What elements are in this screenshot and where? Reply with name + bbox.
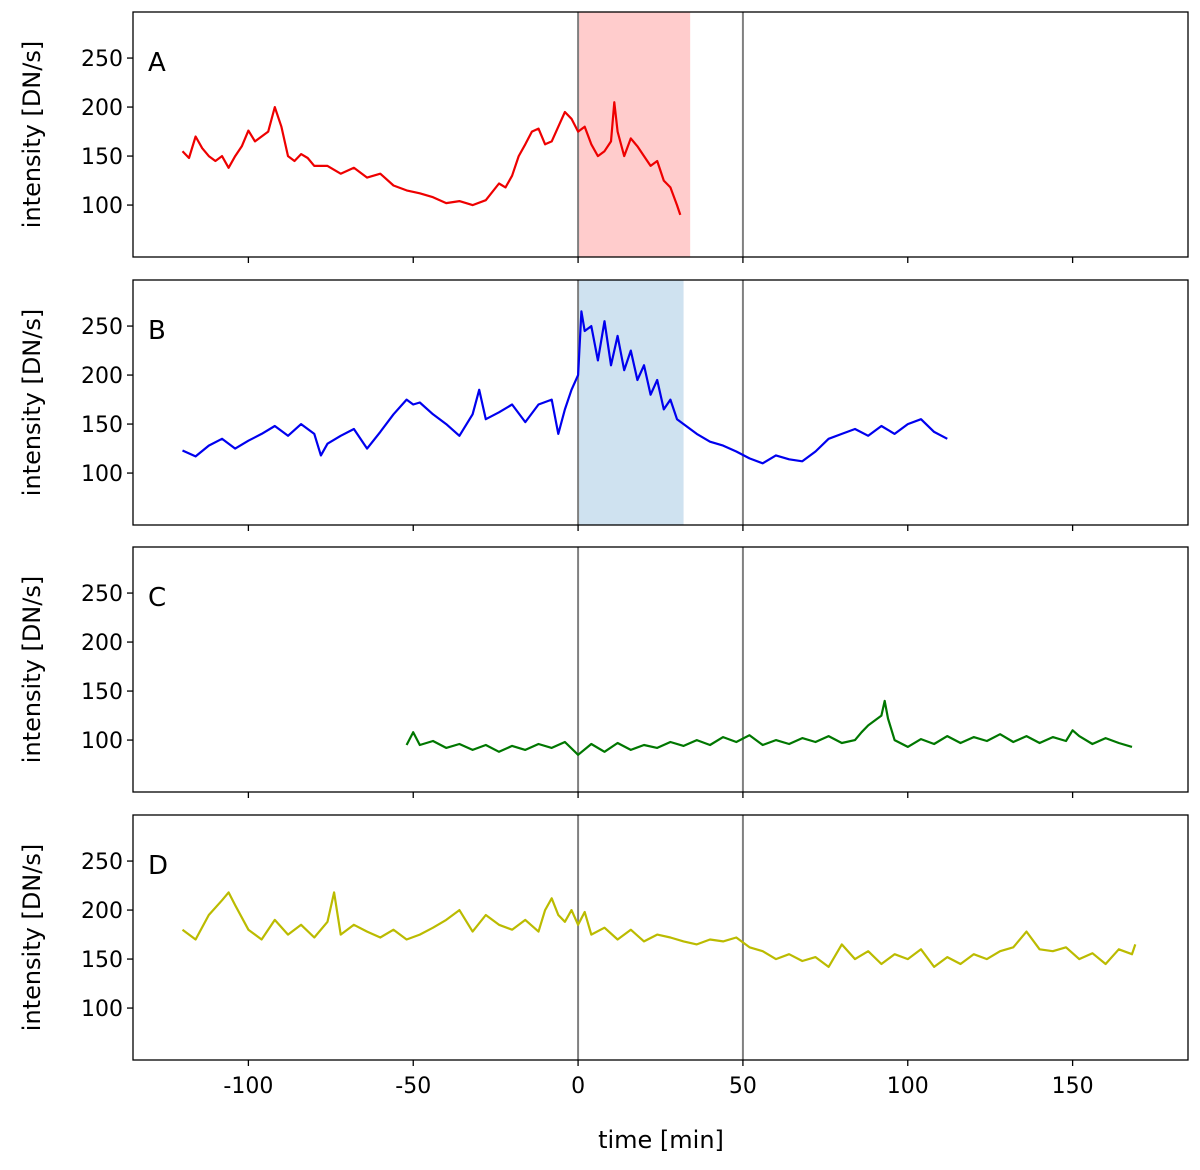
panel-letter: D bbox=[148, 851, 168, 881]
y-tick-label: 150 bbox=[81, 145, 123, 170]
axes-frame bbox=[132, 546, 1189, 793]
y-tick-label: 250 bbox=[81, 850, 123, 875]
y-tick-label: 150 bbox=[81, 948, 123, 973]
shaded-interval bbox=[578, 280, 684, 525]
panel-letter: B bbox=[148, 316, 166, 346]
y-tick-label: 250 bbox=[81, 315, 123, 340]
x-tick-label: 100 bbox=[887, 1074, 929, 1099]
x-axis: -100 -50 0 50 100 150 bbox=[223, 1074, 1093, 1099]
x-axis-label: time [min] bbox=[598, 1126, 724, 1154]
x-tick-label: 150 bbox=[1052, 1074, 1094, 1099]
axes-frame bbox=[132, 814, 1189, 1061]
y-axis-label: intensity [DN/s] bbox=[18, 41, 46, 228]
y-tick-label: 250 bbox=[81, 47, 123, 72]
series-line bbox=[181, 101, 682, 216]
series-line bbox=[405, 699, 1133, 756]
y-tick-label: 100 bbox=[81, 462, 123, 487]
shaded-interval bbox=[578, 12, 691, 257]
y-tick-label: 100 bbox=[81, 997, 123, 1022]
y-tick-label: 100 bbox=[81, 729, 123, 754]
y-tick-label: 200 bbox=[81, 96, 123, 121]
axes-frame bbox=[132, 11, 1189, 258]
y-tick-label: 150 bbox=[81, 413, 123, 438]
y-tick-label: 150 bbox=[81, 680, 123, 705]
y-tick-label: 250 bbox=[81, 582, 123, 607]
y-tick-label: 100 bbox=[81, 194, 123, 219]
panel-letter: C bbox=[148, 583, 166, 613]
x-tick-label: -100 bbox=[223, 1074, 273, 1099]
series-line bbox=[182, 310, 948, 465]
axes-frame bbox=[132, 279, 1189, 526]
y-tick-label: 200 bbox=[81, 631, 123, 656]
y-tick-label: 200 bbox=[81, 899, 123, 924]
y-axis-label: intensity [DN/s] bbox=[18, 309, 46, 496]
panel-letter: A bbox=[148, 48, 166, 78]
x-tick-label: -50 bbox=[395, 1074, 431, 1099]
x-tick-label: 0 bbox=[571, 1074, 585, 1099]
y-axis-label: intensity [DN/s] bbox=[18, 844, 46, 1031]
x-tick-label: 50 bbox=[729, 1074, 757, 1099]
y-tick-label: 200 bbox=[81, 364, 123, 389]
series-line bbox=[181, 891, 1137, 969]
y-axis-label: intensity [DN/s] bbox=[18, 576, 46, 763]
